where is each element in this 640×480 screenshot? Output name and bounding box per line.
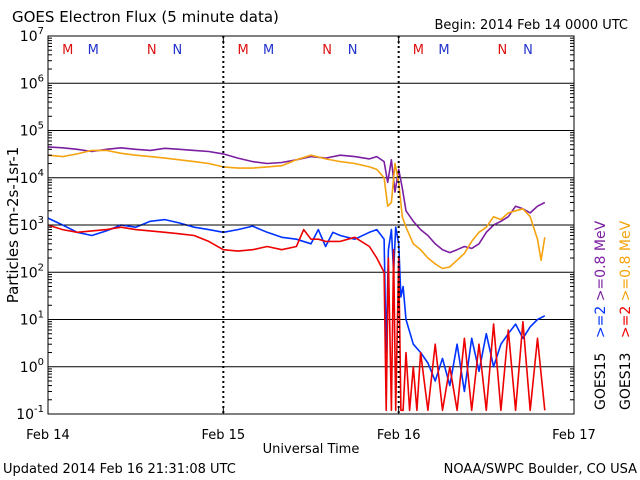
mn-marker: M [88, 43, 99, 58]
mn-marker: N [147, 43, 157, 58]
mn-marker: N [348, 43, 358, 58]
series-layer [47, 146, 546, 412]
legend-entry: GOES15 [593, 353, 609, 410]
x-axis-label: Universal Time [263, 442, 360, 457]
x-tick-label: Feb 14 [26, 428, 70, 443]
series-line [47, 146, 546, 254]
y-tick-label: 104 [20, 168, 44, 187]
x-tick-label: Feb 17 [552, 428, 596, 443]
mn-marker: M [263, 43, 274, 58]
y-axis-label: Particles cm-2s-1sr-1 [4, 147, 22, 304]
mn-marker: M [413, 43, 424, 58]
mn-marker: N [322, 43, 332, 58]
chart-title: GOES Electron Flux (5 minute data) [12, 8, 279, 26]
mn-marker: M [438, 43, 449, 58]
mn-marker: M [62, 43, 73, 58]
begin-label: Begin: 2014 Feb 14 0000 UTC [434, 18, 628, 33]
legend-entry: >=2 [593, 306, 609, 343]
legend-entry: >=0.8 MeV [593, 220, 609, 305]
legend-entry: >=0.8 MeV [618, 220, 634, 305]
legend-entry: >=2 [618, 306, 634, 343]
series-line [47, 224, 546, 412]
y-tick-labels: 10-1 100 101 102 103 104 105 106 107 [16, 26, 574, 423]
y-tick-label: 106 [20, 73, 44, 92]
x-tick-label: Feb 16 [377, 428, 421, 443]
y-tick-label: 105 [20, 121, 44, 140]
legend-entry: GOES13 [618, 353, 634, 410]
mn-marker: N [498, 43, 508, 58]
legend-column: GOES13 >=2 >=0.8 MeV [618, 220, 634, 410]
series-line [47, 217, 546, 393]
mn-marker: M [237, 43, 248, 58]
y-tick-label: 107 [20, 26, 44, 45]
series-line [47, 149, 546, 270]
y-tick-label: 101 [20, 310, 44, 329]
x-tick-label: Feb 15 [201, 428, 245, 443]
mn-marker: N [172, 43, 182, 58]
plot-frame [47, 35, 575, 415]
credit-label: NOAA/SWPC Boulder, CO USA [444, 462, 637, 477]
x-tick-labels: Feb 14 Feb 15 Feb 16 Feb 17 [26, 36, 596, 443]
mn-marker: N [523, 43, 533, 58]
y-tick-label: 10-1 [16, 404, 44, 423]
day-separators [222, 36, 400, 414]
y-tick-label: 100 [20, 357, 44, 376]
y-tick-label: 102 [20, 262, 44, 281]
updated-label: Updated 2014 Feb 16 21:31:08 UTC [3, 462, 236, 477]
legend-column: GOES15 >=2 >=0.8 MeV [593, 220, 609, 410]
y-tick-label: 103 [20, 215, 44, 234]
